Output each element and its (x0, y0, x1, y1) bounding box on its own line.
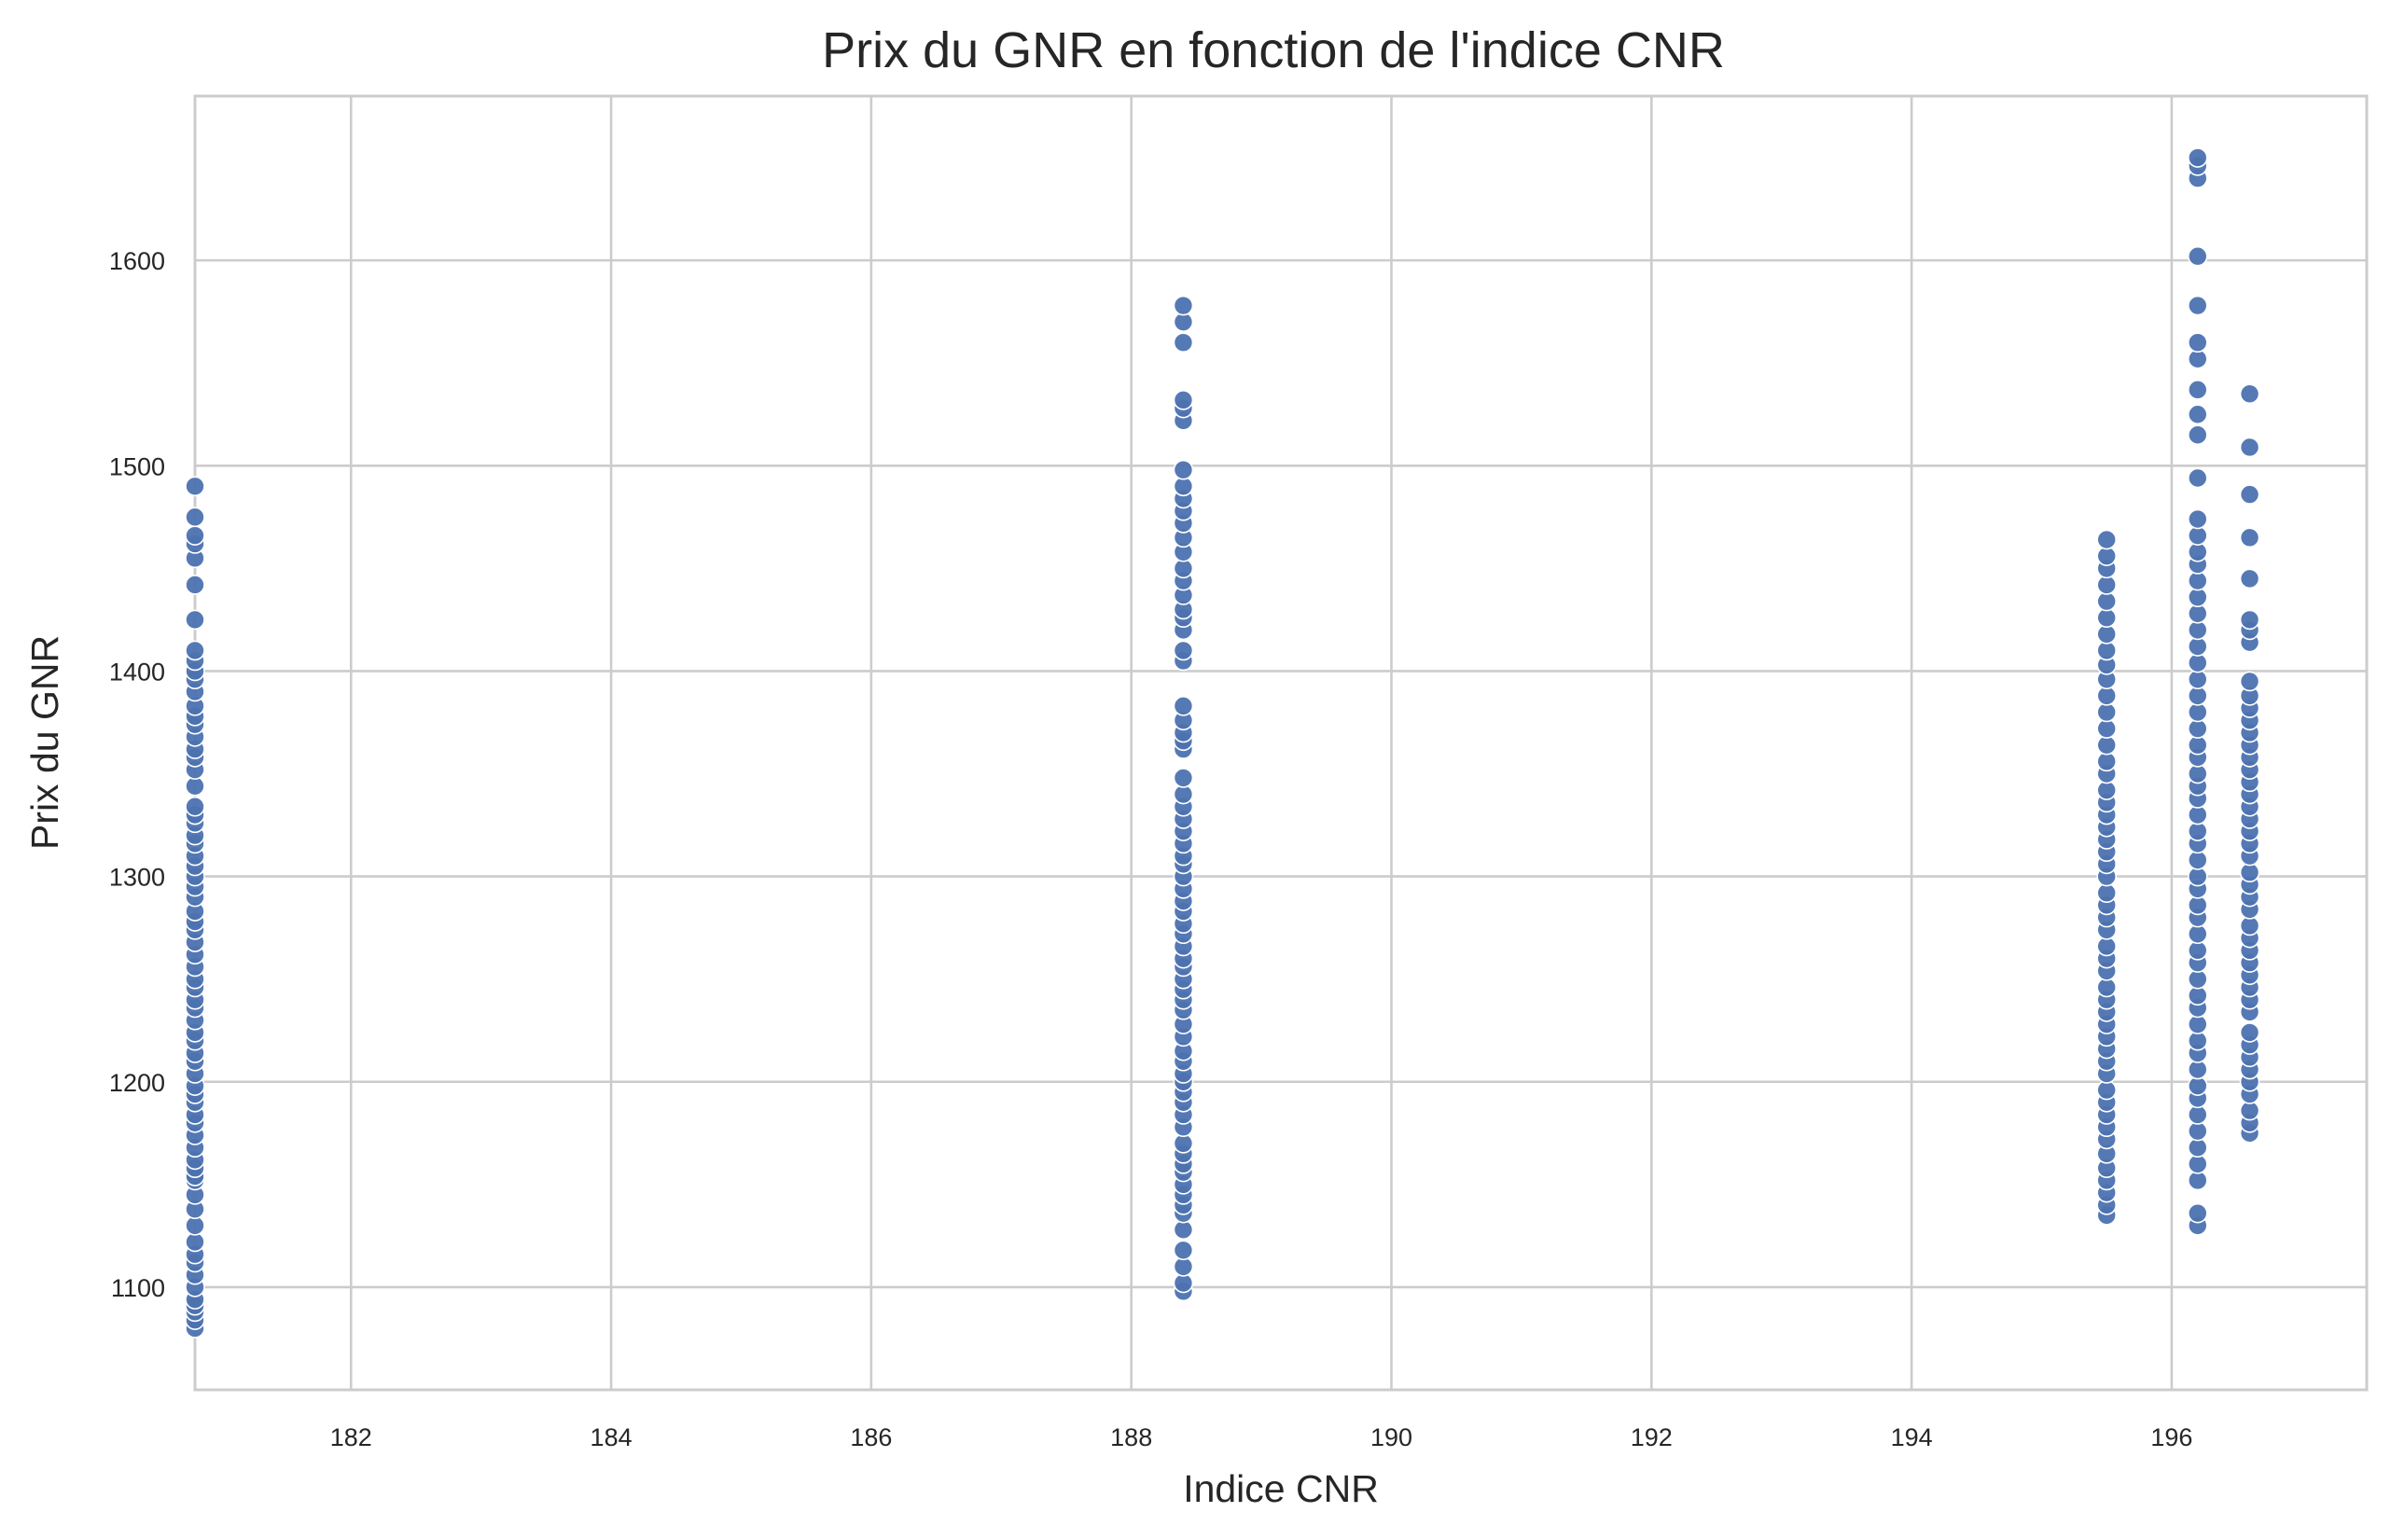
data-point (2239, 671, 2260, 692)
y-axis-label: Prix du GNR (23, 635, 66, 850)
y-tick-label: 1200 (109, 1069, 165, 1097)
data-point (185, 525, 205, 546)
data-point (185, 575, 205, 595)
data-point (2187, 147, 2208, 168)
data-point (185, 640, 205, 661)
data-point (2187, 404, 2208, 425)
x-tick-label: 190 (1370, 1423, 1412, 1451)
data-point (1173, 640, 1194, 661)
plot-area (193, 94, 2369, 1392)
x-axis-label: Indice CNR (1183, 1467, 1379, 1510)
x-tick-label: 194 (1891, 1423, 1933, 1451)
y-tick-label: 1500 (109, 452, 165, 480)
y-tick-label: 1300 (109, 864, 165, 892)
tick-labels: 182 184 186 188 190 192 194 196 1100 1200 1300 1400… (109, 247, 2193, 1451)
x-tick-label: 188 (1110, 1423, 1152, 1451)
data-point (2187, 1202, 2208, 1224)
data-point (2239, 484, 2260, 505)
data-point (185, 796, 205, 817)
data-point (1173, 1240, 1194, 1261)
data-point (2187, 380, 2208, 400)
data-point (2239, 609, 2260, 631)
data-point (2187, 467, 2208, 489)
data-point (2239, 568, 2260, 590)
x-tick-label: 182 (330, 1423, 372, 1451)
data-point (2239, 437, 2260, 458)
data-point (2187, 508, 2208, 530)
data-point (1173, 332, 1194, 353)
data-points (185, 147, 2260, 1339)
data-point (1173, 696, 1194, 716)
chart-title: Prix du GNR en fonction de l'indice CNR (822, 22, 1725, 78)
data-point (185, 476, 205, 497)
x-tick-label: 184 (591, 1423, 633, 1451)
data-point (2239, 1022, 2260, 1043)
data-point (1173, 295, 1194, 316)
data-point (185, 506, 205, 528)
data-point (2096, 529, 2117, 550)
x-tick-label: 192 (1631, 1423, 1673, 1451)
data-point (1173, 459, 1194, 480)
grid-lines (195, 96, 2367, 1390)
data-point (2187, 245, 2208, 267)
y-tick-label: 1600 (109, 247, 165, 275)
data-point (2187, 295, 2208, 316)
data-point (2187, 332, 2208, 353)
y-tick-label: 1100 (111, 1274, 165, 1302)
y-tick-label: 1400 (109, 658, 165, 686)
data-point (1173, 768, 1194, 788)
data-point (1173, 390, 1194, 410)
x-tick-label: 186 (850, 1423, 892, 1451)
x-tick-label: 196 (2150, 1423, 2192, 1451)
data-point (2239, 527, 2260, 548)
data-point (185, 609, 205, 631)
data-point (2187, 424, 2208, 446)
data-point (2239, 383, 2260, 405)
